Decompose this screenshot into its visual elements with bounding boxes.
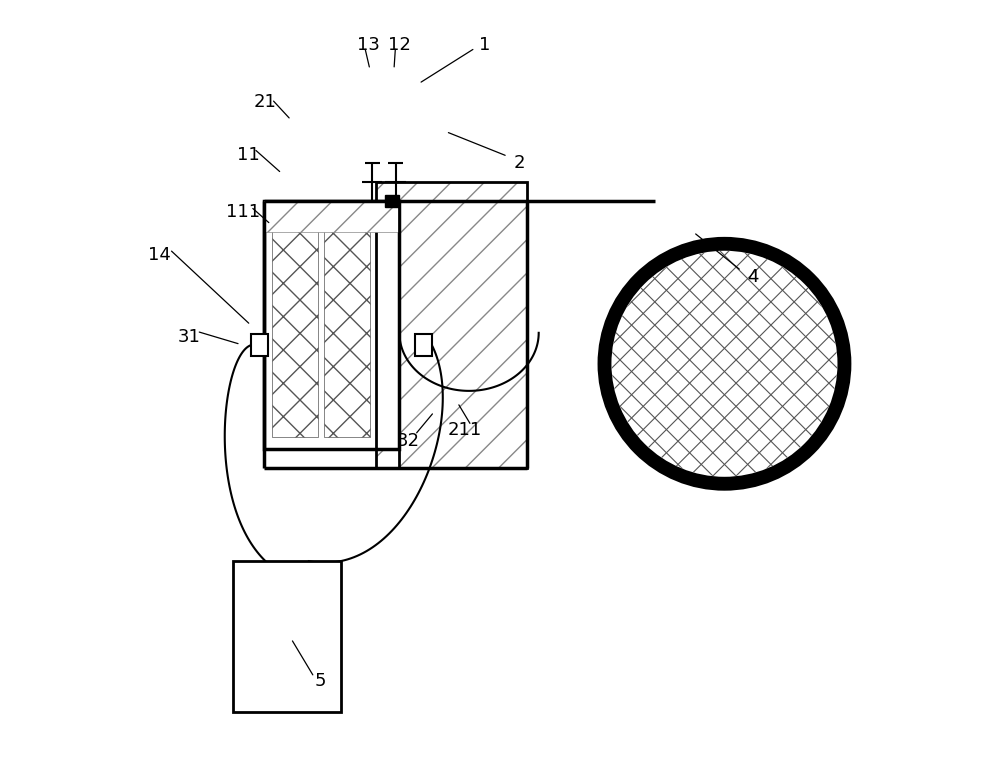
Bar xyxy=(233,561,341,712)
Bar xyxy=(264,201,399,232)
Text: 11: 11 xyxy=(237,146,260,164)
Bar xyxy=(272,217,318,437)
Bar xyxy=(415,334,432,356)
Text: 32: 32 xyxy=(397,432,420,450)
Text: 31: 31 xyxy=(177,327,200,346)
Bar xyxy=(385,195,399,207)
Bar xyxy=(376,182,527,468)
Bar xyxy=(324,217,370,437)
Text: 13: 13 xyxy=(357,36,380,54)
Text: 211: 211 xyxy=(448,420,482,439)
Text: 1: 1 xyxy=(479,36,490,54)
Bar xyxy=(251,334,268,356)
Circle shape xyxy=(604,244,844,484)
Text: 12: 12 xyxy=(388,36,411,54)
Text: 21: 21 xyxy=(253,93,276,111)
Text: 111: 111 xyxy=(226,203,260,221)
Text: 5: 5 xyxy=(315,672,326,690)
Text: 14: 14 xyxy=(148,246,171,265)
Text: 4: 4 xyxy=(747,268,758,286)
Bar xyxy=(264,201,399,449)
Bar xyxy=(376,182,527,468)
Text: 2: 2 xyxy=(514,153,525,172)
